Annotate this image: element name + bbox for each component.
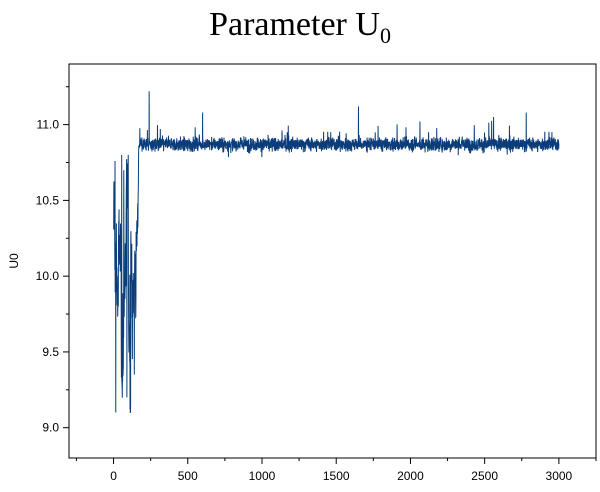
x-tick-label: 500 xyxy=(178,469,198,483)
x-tick-label: 2000 xyxy=(397,469,424,483)
series-line-u0 xyxy=(113,91,560,414)
y-tick-label: 10.0 xyxy=(36,269,60,283)
y-tick-label: 10.5 xyxy=(36,193,60,207)
x-tick-label: 0 xyxy=(110,469,117,483)
y-axis-label: U0 xyxy=(7,253,21,269)
plot-frame xyxy=(68,63,597,459)
x-tick-label: 2500 xyxy=(471,469,498,483)
y-tick-label: 11.0 xyxy=(37,118,60,132)
x-tick-label: 1000 xyxy=(249,469,276,483)
x-tick-label: 1500 xyxy=(323,469,350,483)
x-tick-label: 3000 xyxy=(546,469,573,483)
axis-tick-labels: 0 500 1000 1500 2000 2500 3000 9.0 9.5 10.0 10.5 11… xyxy=(36,118,573,483)
chart-title: Parameter U0 xyxy=(0,6,600,47)
axis-ticks xyxy=(63,86,597,464)
chart-title-subscript: 0 xyxy=(379,23,391,48)
y-tick-label: 9.0 xyxy=(42,421,59,435)
chart-title-main: Parameter U xyxy=(209,6,380,43)
y-tick-label: 9.5 xyxy=(42,345,59,359)
